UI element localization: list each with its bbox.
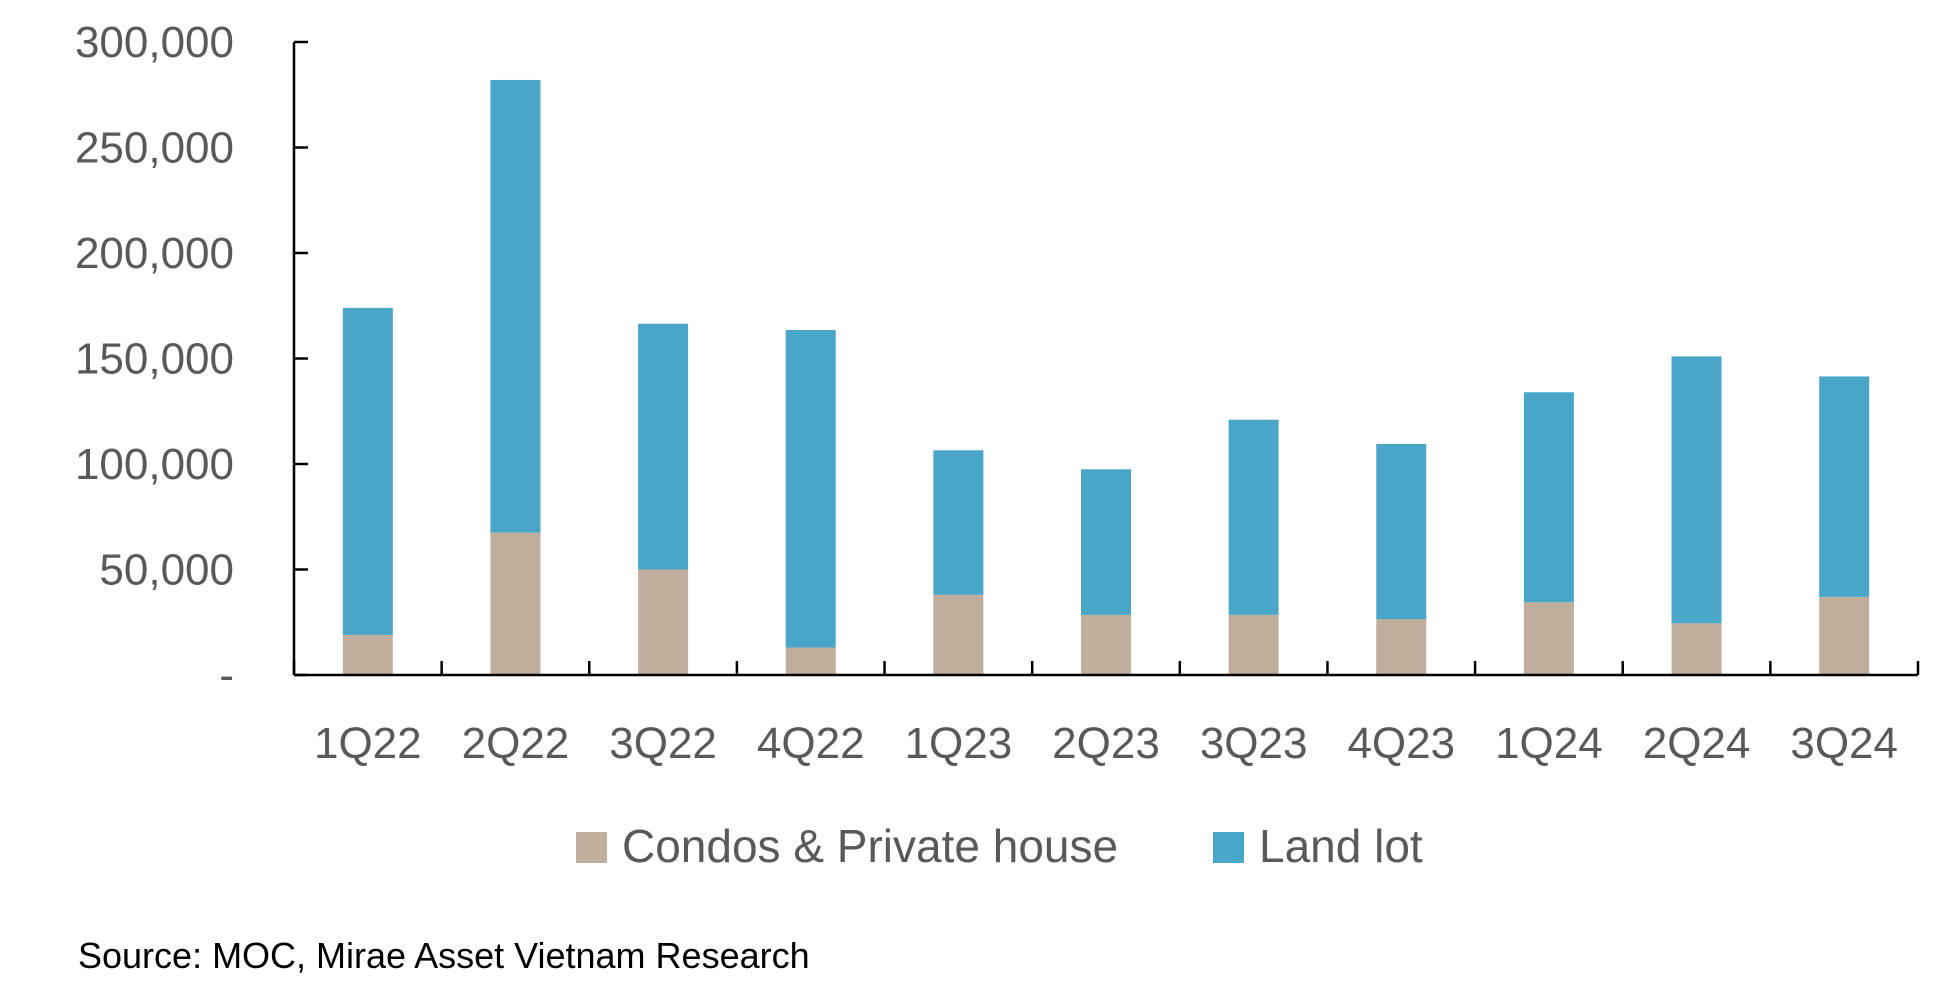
y-tick-label: 100,000 <box>75 440 234 489</box>
x-tick-label: 1Q23 <box>905 719 1013 768</box>
bar-land-lot-1q22 <box>342 307 393 635</box>
bar-condos-4q22 <box>785 647 836 675</box>
x-tick-label: 2Q24 <box>1643 719 1751 768</box>
bar-condos-2q23 <box>1081 614 1131 675</box>
x-tick-label: 3Q23 <box>1200 719 1308 768</box>
x-tick-label: 1Q24 <box>1495 719 1603 768</box>
bar-condos-1q22 <box>342 634 393 675</box>
bar-land-lot-1q23 <box>933 450 984 595</box>
y-tick-label: 150,000 <box>75 335 234 384</box>
x-tick-label: 4Q22 <box>757 719 865 768</box>
bar-condos-2q22 <box>490 532 541 675</box>
bar-land-lot-4q22 <box>785 330 836 648</box>
bar-land-lot-3q23 <box>1228 419 1279 615</box>
bar-condos-2q24 <box>1671 623 1722 675</box>
bar-condos-1q23 <box>933 594 984 675</box>
legend-label-condos: Condos & Private house <box>622 820 1118 872</box>
bar-land-lot-3q24 <box>1819 376 1870 597</box>
legend-swatch-land-lot <box>1213 832 1244 863</box>
bar-land-lot-4q23 <box>1376 443 1427 620</box>
x-tick-label: 2Q22 <box>462 719 570 768</box>
y-tick-label: 250,000 <box>75 124 234 173</box>
bar-condos-3q23 <box>1228 614 1279 675</box>
x-tick-label: 3Q22 <box>609 719 717 768</box>
bar-land-lot-2q22 <box>490 79 541 533</box>
bar-land-lot-3q22 <box>638 323 689 570</box>
bars <box>342 79 1870 675</box>
x-tick-label: 3Q24 <box>1790 719 1898 768</box>
source-note: Source: MOC, Mirae Asset Vietnam Researc… <box>78 935 810 976</box>
bar-land-lot-1q24 <box>1523 392 1574 603</box>
y-tick-label: 300,000 <box>75 18 234 67</box>
x-tick-label: 1Q22 <box>314 719 422 768</box>
legend-swatch-condos <box>576 832 607 863</box>
y-tick-label: - <box>219 651 234 700</box>
bar-land-lot-2q24 <box>1671 356 1722 624</box>
bar-condos-3q22 <box>638 569 689 675</box>
ticks: - 50,000 100,000 150,000 200,000 250,000 300,0… <box>75 18 1920 768</box>
y-tick-label: 50,000 <box>99 546 234 595</box>
bar-condos-1q24 <box>1523 602 1574 675</box>
x-tick-label: 2Q23 <box>1052 719 1160 768</box>
legend-label-land-lot: Land lot <box>1259 820 1423 872</box>
y-tick-label: 200,000 <box>75 229 234 278</box>
legend: Condos & Private house Land lot <box>576 820 1423 872</box>
bar-condos-4q23 <box>1376 619 1427 675</box>
bar-land-lot-2q23 <box>1081 469 1131 615</box>
bar-condos-3q24 <box>1819 596 1870 675</box>
x-tick-label: 4Q23 <box>1347 719 1455 768</box>
